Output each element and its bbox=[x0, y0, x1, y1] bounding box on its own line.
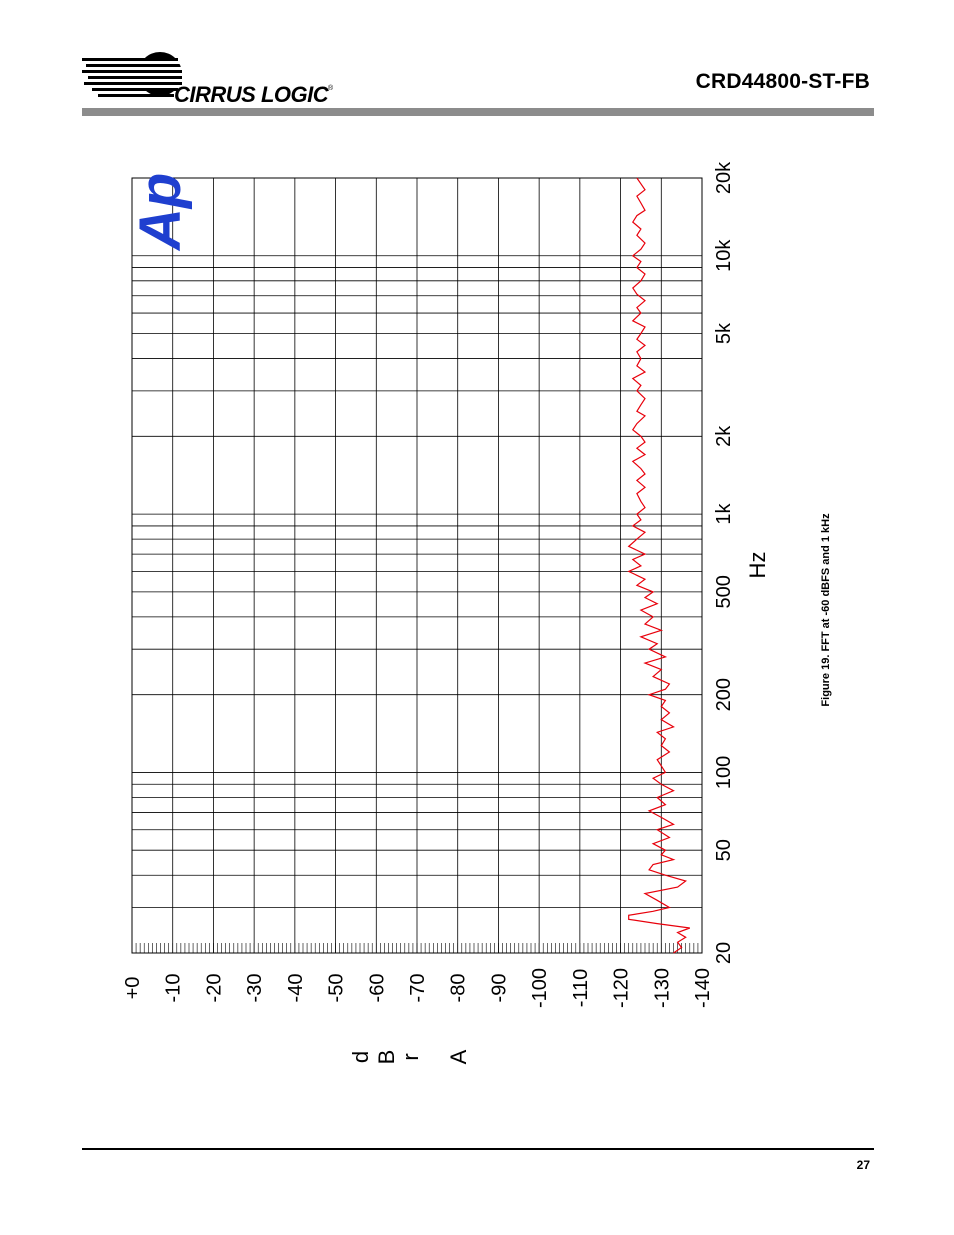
company-name: CIRRUS LOGIC bbox=[174, 82, 330, 107]
y-tick-label: -140 bbox=[692, 968, 714, 1008]
x-tick-label: 20 bbox=[713, 942, 735, 964]
y-tick-label: -100 bbox=[529, 968, 551, 1008]
y-tick-label: -20 bbox=[203, 974, 225, 1003]
footer-rule bbox=[82, 1148, 874, 1150]
header-rule bbox=[82, 108, 874, 116]
document-title: CRD44800-ST-FB bbox=[695, 70, 870, 93]
y-tick-label: -60 bbox=[366, 974, 388, 1003]
ap-watermark-logo: Ap bbox=[128, 173, 193, 252]
y-tick-label: -80 bbox=[448, 974, 470, 1003]
x-tick-label: 1k bbox=[713, 503, 735, 525]
x-tick-label: 200 bbox=[713, 678, 735, 711]
y-tick-label: -30 bbox=[244, 974, 266, 1003]
y-axis-label-char: A bbox=[446, 1049, 471, 1064]
registered-mark: ® bbox=[328, 84, 334, 92]
y-axis-label-char: d bbox=[348, 1051, 373, 1063]
x-axis-label: Hz bbox=[745, 552, 770, 579]
fft-trace bbox=[627, 177, 691, 954]
y-tick-label: -90 bbox=[488, 974, 510, 1003]
chart-grid bbox=[131, 177, 703, 954]
y-tick-label: +0 bbox=[122, 977, 144, 1000]
y-tick-label: -70 bbox=[407, 974, 429, 1003]
x-tick-label: 5k bbox=[713, 322, 735, 344]
y-tick-label: -40 bbox=[285, 974, 307, 1003]
y-tick-label: -110 bbox=[570, 969, 592, 1008]
page-number: 27 bbox=[856, 1158, 870, 1172]
chart-trace bbox=[627, 177, 691, 954]
x-tick-label: 10k bbox=[713, 239, 735, 272]
cirrus-logic-logo: CIRRUS LOGIC ® bbox=[82, 52, 334, 107]
x-tick-label: 50 bbox=[713, 839, 735, 861]
x-tick-label: 500 bbox=[713, 575, 735, 608]
y-tick-label: -120 bbox=[611, 968, 633, 1008]
y-axis-label-char: B bbox=[374, 1050, 399, 1065]
y-tick-label: -10 bbox=[163, 974, 185, 1003]
figure-caption: Figure 19. FFT at -60 dBFS and 1 kHz bbox=[820, 513, 832, 707]
y-tick-label: -50 bbox=[326, 974, 348, 1003]
y-tick-label: -130 bbox=[651, 968, 673, 1008]
y-axis-label-char: r bbox=[398, 1053, 423, 1060]
x-tick-label: 2k bbox=[713, 425, 735, 447]
x-tick-label: 20k bbox=[713, 161, 735, 194]
chart-labels: +0 -10 -20 -30 -40 -50 -60 -70 -80 -90 -100 -110 -12… bbox=[122, 161, 770, 1064]
x-tick-label: 100 bbox=[713, 756, 735, 789]
